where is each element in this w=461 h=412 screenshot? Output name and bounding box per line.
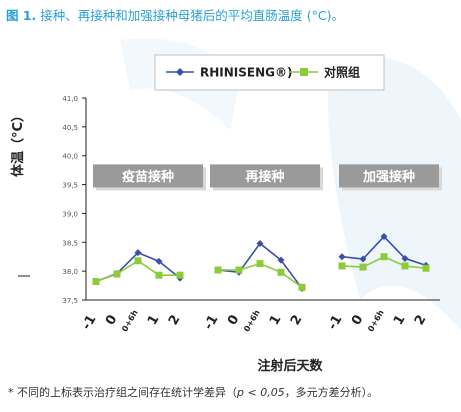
y-tick-label: 40,0	[62, 153, 78, 161]
x-tick-label: -1	[201, 313, 221, 333]
data-point-control	[214, 266, 222, 274]
group-box	[339, 164, 439, 188]
data-point-control	[256, 260, 264, 268]
series-line-control	[218, 262, 303, 288]
x-tick-label: 2	[288, 313, 306, 328]
data-point-control	[422, 264, 430, 272]
data-point-rhiniseng	[155, 257, 163, 265]
x-tick-label: 0+6h	[242, 308, 262, 333]
data-point-rhiniseng	[401, 254, 409, 262]
data-point-control	[235, 266, 243, 274]
data-point-control	[380, 253, 388, 261]
footnote: * 不同的上标表示治疗组之间存在统计学差异（p < 0,05，多元方差分析）。	[8, 384, 458, 400]
data-point-rhiniseng	[134, 249, 142, 257]
legend-marker-control	[300, 68, 308, 76]
x-axis-label: 注射后天数	[257, 358, 323, 374]
legend-label-control: 对照组	[324, 65, 360, 80]
legend-label-rhiniseng: RHINISENG®)	[200, 66, 292, 80]
x-tick-label: 0+6h	[120, 308, 140, 333]
data-point-control	[155, 271, 163, 279]
group-label: 再接种	[245, 169, 284, 185]
y-tick-label: 37,5	[62, 297, 78, 305]
group-boxes: 疫苗接种 再接种 加强接种	[93, 164, 442, 191]
x-tick-label: 0	[349, 313, 367, 328]
data-point-control	[298, 283, 306, 291]
data-point-control	[113, 270, 121, 278]
group-label: 加强接种	[362, 169, 415, 185]
x-tick-label: -1	[79, 313, 99, 333]
x-tick-label: 2	[412, 313, 430, 328]
data-point-control	[338, 262, 346, 270]
group-box	[93, 164, 203, 188]
figure-title: 图 1. 接种、再接种和加强接种母猪后的平均直肠温度 (°C)。	[6, 5, 456, 24]
data-point-control	[277, 268, 285, 276]
series-line-rhiniseng	[341, 235, 427, 267]
y-axis: 41,0 40,5 40,0 39,5 39,0 38,5 38,0 37,5	[62, 95, 87, 305]
figure-number: 图 1.	[6, 8, 37, 23]
data-point-rhiniseng	[338, 253, 346, 261]
data-point-control	[401, 262, 409, 270]
x-ticks: -1 0 0+6h 1 2 -1 0 0+6h 1 2 -1 0 0+6h 1 2	[79, 308, 429, 333]
data-point-control	[176, 271, 184, 279]
x-tick-label: 0	[225, 313, 243, 328]
data-point-control	[92, 278, 100, 286]
footnote-p-value: p < 0,05	[237, 386, 285, 399]
x-tick-label: 2	[166, 313, 184, 328]
data-point-rhiniseng	[256, 239, 264, 247]
x-tick-label: 1	[391, 313, 409, 328]
data-point-control	[134, 257, 142, 265]
footnote-post: ，多元方差分析）。	[284, 386, 379, 399]
group-label: 疫苗接种	[122, 169, 174, 185]
legend: RHINISENG®) 对照组	[154, 54, 385, 91]
y-tick-label: 39,5	[62, 182, 78, 190]
data-point-control	[359, 263, 367, 271]
series-layer	[92, 233, 430, 292]
y-tick-label: 38,5	[62, 239, 78, 247]
footnote-pre: * 不同的上标表示治疗组之间存在统计学差异（	[8, 386, 237, 399]
y-ticks: 41,0 40,5 40,0 39,5 39,0 38,5 38,0 37,5	[62, 95, 86, 305]
y-tick-label: 40,5	[62, 124, 78, 132]
group-box	[210, 164, 320, 188]
data-point-rhiniseng	[380, 233, 388, 241]
x-tick-label: -1	[325, 313, 345, 333]
data-point-rhiniseng	[359, 255, 367, 263]
legend-marker-rhiniseng	[176, 68, 184, 76]
y-tick-label: 41,0	[62, 95, 78, 103]
y-axis-label: 体温（°C）	[10, 109, 26, 177]
x-tick-label: 1	[145, 313, 163, 328]
x-tick-label: 0+6h	[366, 308, 386, 333]
x-tick-label: 0	[103, 313, 121, 328]
x-tick-label: 1	[267, 313, 285, 328]
y-tick-label: 39,0	[62, 210, 78, 218]
data-point-rhiniseng	[277, 256, 285, 264]
y-tick-label: 38,0	[62, 268, 78, 276]
figure-title-text: 接种、再接种和加强接种母猪后的平均直肠温度 (°C)。	[40, 8, 345, 23]
